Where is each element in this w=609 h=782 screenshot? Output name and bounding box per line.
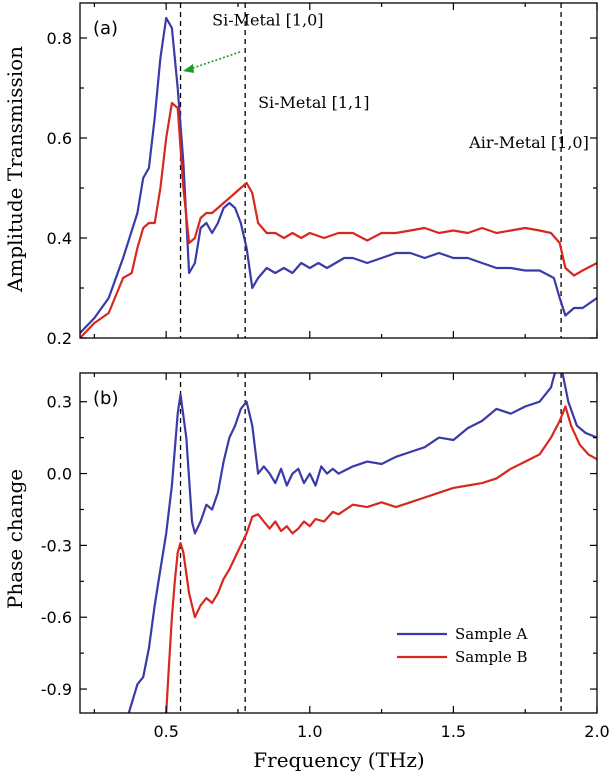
legend-label-sample-a: Sample A <box>455 625 527 643</box>
legend: Sample A Sample B <box>397 625 528 666</box>
legend-label-sample-b: Sample B <box>455 648 528 666</box>
annotation-si-metal-1-1: Si-Metal [1,1] <box>258 93 369 112</box>
panel-b-xtick-label-2: 1.5 <box>441 722 466 741</box>
panel-a-line-sample-b <box>80 101 597 338</box>
panel-b-xtick-label-3: 2.0 <box>584 722 609 741</box>
annotation-arrow <box>183 51 241 73</box>
panel-a-frame <box>79 2 598 339</box>
panel-b-ytick-label-0: 0.3 <box>47 393 72 412</box>
panel-b-ytick-label-3: -0.6 <box>41 608 72 627</box>
panel-b-ytick-label-1: 0.0 <box>47 465 72 484</box>
panel-b-line-sample-a <box>127 373 597 713</box>
panel-b-series-group <box>127 373 597 713</box>
panel-b-frame <box>79 372 598 714</box>
panel-a-amplitude-transmission: Amplitude Transmission (a) Si-Metal [1,0… <box>3 2 598 348</box>
panel-b-label: (b) <box>93 388 118 409</box>
panel-a-line-sample-a <box>80 16 597 335</box>
panel-a-label: (a) <box>93 18 118 39</box>
annotation-arrow-head <box>183 64 194 73</box>
panel-a-ytick-label-2: 0.6 <box>47 129 72 148</box>
x-axis-label: Frequency (THz) <box>253 748 424 772</box>
annotation-air-metal-1-0: Air-Metal [1,0] <box>468 133 589 152</box>
annotation-arrow-line <box>189 51 241 70</box>
panel-b-ytick-label-2: -0.3 <box>41 536 72 555</box>
panel-b-xtick-label-0: 0.5 <box>153 722 178 741</box>
panel-a-ytick-label-3: 0.8 <box>47 29 72 48</box>
panel-b-ytick-label-4: -0.9 <box>41 680 72 699</box>
panel-b-ylabel: Phase change <box>3 469 27 609</box>
panel-b-line-sample-b <box>165 405 597 713</box>
annotation-si-metal-1-0: Si-Metal [1,0] <box>212 11 323 30</box>
panel-b-phase-change: Phase change (b) Frequency (THz) Sample … <box>3 372 609 772</box>
panel-a-ylabel: Amplitude Transmission <box>3 46 27 293</box>
panel-a-series-group <box>80 16 597 338</box>
panel-b-xtick-label-1: 1.0 <box>297 722 322 741</box>
panel-a-ytick-label-1: 0.4 <box>47 229 72 248</box>
panel-a-ytick-label-0: 0.2 <box>47 329 72 348</box>
